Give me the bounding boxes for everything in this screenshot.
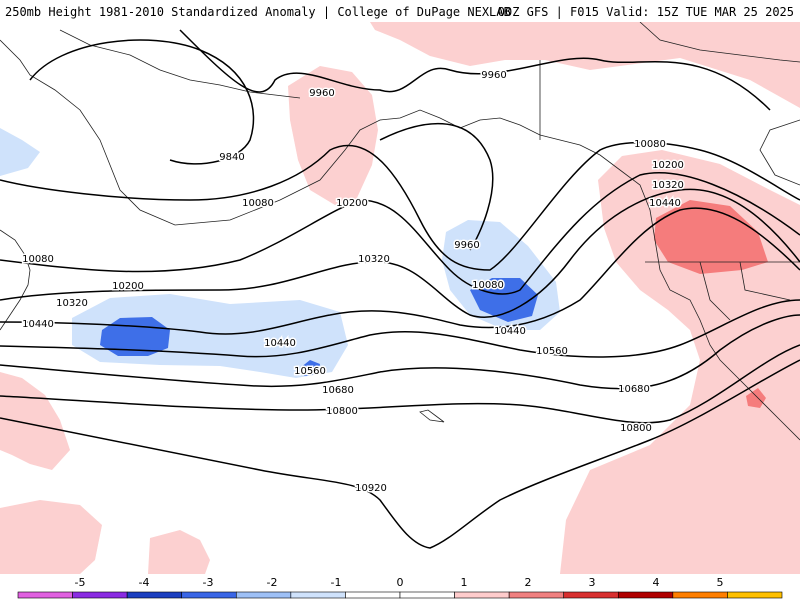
colorbar-segment — [235, 591, 292, 599]
colorbar-labels: -5 -4 -3 -2 -1 0 1 2 3 4 5 — [75, 576, 724, 589]
colorbar-label: 0 — [397, 576, 404, 589]
anomaly-fill-south-left — [0, 500, 102, 574]
contour-label: 10920 — [355, 483, 387, 494]
colorbar-segment — [290, 591, 346, 599]
contour-label: 9960 — [481, 70, 506, 81]
contour-10680 — [0, 314, 800, 390]
contour-label: 10080 — [22, 254, 54, 265]
contour-label: 10320 — [358, 254, 390, 265]
contour-label: 10440 — [22, 319, 54, 330]
contour-label: 10440 — [494, 326, 526, 337]
colorbar-segment — [508, 591, 565, 599]
contour-9960-north — [179, 29, 771, 111]
colorbar-label: -2 — [267, 576, 278, 589]
anomaly-fill-central-pacific — [72, 294, 348, 378]
contour-label: 10320 — [652, 180, 684, 191]
hawaii-islands — [419, 409, 445, 423]
contour-10920 — [0, 359, 800, 549]
colorbar-segments — [17, 591, 783, 599]
contour-label: 10440 — [264, 338, 296, 349]
colorbar-segment — [17, 591, 73, 599]
colorbar-segment — [72, 591, 128, 599]
coastline-japan — [0, 229, 31, 331]
contour-10200 — [0, 172, 800, 295]
colorbar-label: 1 — [461, 576, 468, 589]
anomaly-fill-mexico — [746, 388, 766, 408]
anomaly-map: 9960 9840 10080 10200 9960 9960 10080 10200 1032… — [0, 22, 800, 574]
colorbar-segment — [672, 591, 728, 599]
coastline-siberia — [59, 29, 301, 99]
colorbar-label: -5 — [75, 576, 86, 589]
contour-label: 10200 — [336, 198, 368, 209]
anomaly-fill-north — [370, 22, 800, 108]
contour-label: 10320 — [56, 298, 88, 309]
contour-label: 10440 — [649, 198, 681, 209]
contour-label: 10680 — [322, 385, 354, 396]
contour-label: 10200 — [652, 160, 684, 171]
colorbar-segment — [126, 591, 183, 599]
colorbar-segment — [454, 591, 510, 599]
colorbar-label: -1 — [331, 576, 342, 589]
contour-label: 9960 — [309, 88, 334, 99]
colorbar-segment — [727, 591, 783, 599]
border-states — [645, 261, 800, 321]
header-bar: 250mb Height 1981-2010 Standardized Anom… — [0, 0, 800, 22]
colorbar-segment — [617, 591, 674, 599]
contour-label: 10800 — [620, 423, 652, 434]
map-title: 250mb Height 1981-2010 Standardized Anom… — [5, 5, 511, 19]
anomaly-fill-south-mid — [148, 530, 210, 574]
coastline-hudson — [759, 119, 800, 186]
coastline-arctic — [639, 22, 800, 63]
anomaly-fill-gulf — [288, 66, 378, 205]
coastline-main — [0, 39, 800, 441]
contour-10440 — [0, 207, 800, 335]
contour-label: 9960 — [454, 240, 479, 251]
strong-positive-anomaly-fills — [654, 200, 768, 408]
anomaly-fill-low-small — [300, 360, 320, 376]
contour-10080 — [0, 141, 800, 271]
contour-label: 10800 — [326, 406, 358, 417]
height-contours — [0, 29, 800, 549]
colorbar-label: 3 — [589, 576, 596, 589]
colorbar-segment — [563, 591, 619, 599]
colorbar-segment — [345, 591, 401, 599]
colorbar-label: 5 — [717, 576, 724, 589]
contour-9960-trough — [379, 122, 494, 251]
contour-label: 10080 — [242, 198, 274, 209]
contour-label: 10680 — [618, 384, 650, 395]
colorbar-segment — [399, 591, 455, 599]
contour-label: 10080 — [634, 139, 666, 150]
contour-10320 — [0, 188, 800, 318]
colorbar-label: -4 — [139, 576, 150, 589]
colorbar-label: 4 — [653, 576, 660, 589]
contour-label: 10080 — [472, 280, 504, 291]
colorbar-label: 2 — [525, 576, 532, 589]
contour-label: 10560 — [536, 346, 568, 357]
valid-time: 00Z GFS | F015 Valid: 15Z TUE MAR 25 202… — [497, 5, 794, 19]
contour-labels: 9960 9840 10080 10200 9960 9960 10080 10200 1032… — [21, 69, 686, 496]
coastlines — [0, 22, 800, 441]
contour-label: 10560 — [294, 366, 326, 377]
contour-label: 9840 — [219, 152, 244, 163]
colorbar-segment — [181, 591, 237, 599]
colorbar-label: -3 — [203, 576, 214, 589]
contour-10800 — [0, 344, 800, 424]
colorbar: -5 -4 -3 -2 -1 0 1 2 3 4 5 — [17, 576, 783, 599]
contour-label: 10200 — [112, 281, 144, 292]
contour-10560 — [0, 299, 800, 358]
contour-9840 — [29, 39, 255, 165]
anomaly-fill-california — [654, 200, 768, 274]
anomaly-fill-northwest — [0, 128, 40, 176]
